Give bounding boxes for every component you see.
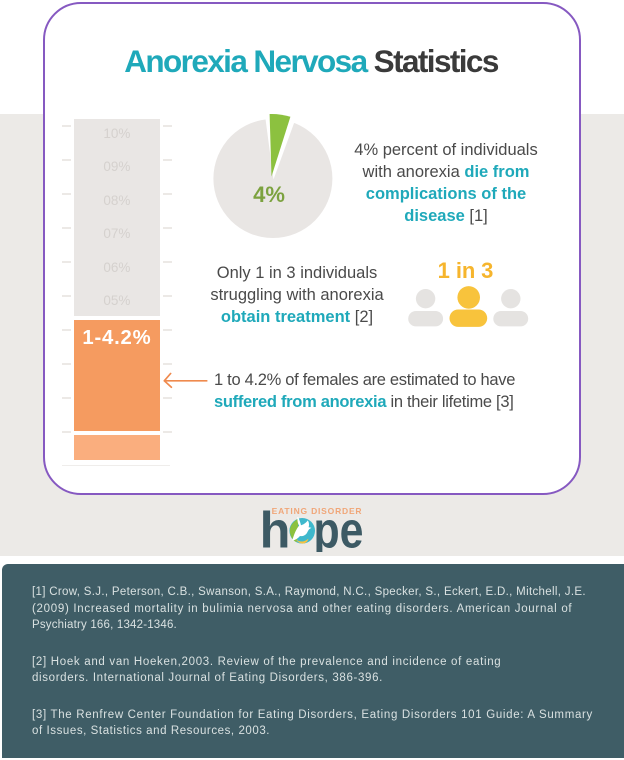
svg-text:pe: pe <box>314 502 364 552</box>
svg-text:h: h <box>260 502 291 552</box>
